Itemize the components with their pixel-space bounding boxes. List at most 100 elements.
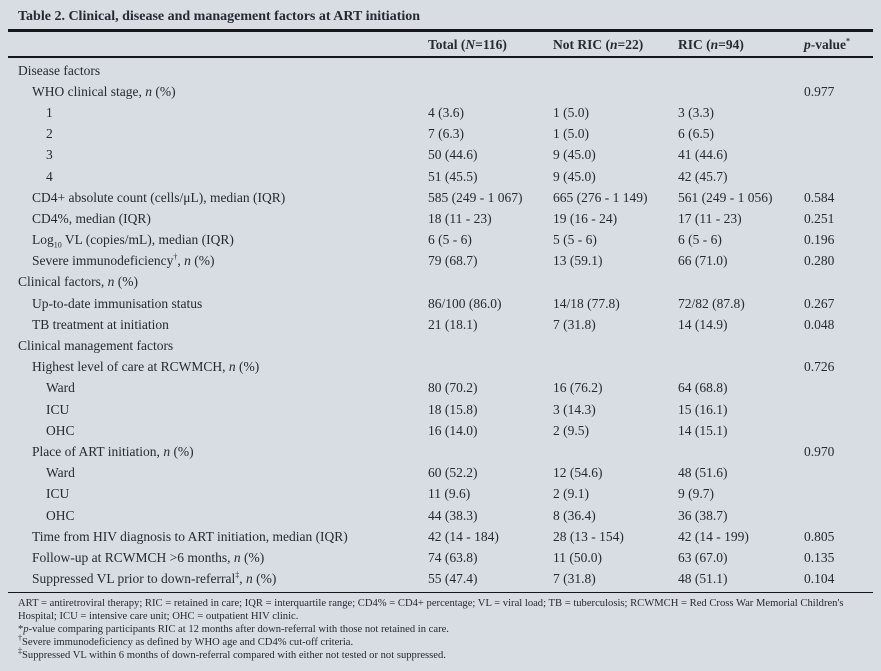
cell-total: 79 (68.7): [428, 253, 478, 269]
cell-total: 11 (9.6): [428, 486, 471, 502]
table-row: Suppressed VL prior to down-referral‡, n…: [8, 569, 873, 590]
cell-p-value: 0.584: [804, 189, 835, 205]
cell-ric: 66 (71.0): [678, 253, 728, 269]
cell-not-ric: 665 (276 - 1 149): [553, 189, 648, 205]
cell-not-ric: 11 (50.0): [553, 549, 602, 565]
table-row: OHC 16 (14.0) 2 (9.5) 14 (15.1): [8, 420, 873, 441]
cell-not-ric: 5 (5 - 6): [553, 232, 597, 248]
cell-ric: 63 (67.0): [678, 549, 728, 565]
cell-total: 60 (52.2): [428, 465, 478, 481]
cell-not-ric: 12 (54.6): [553, 465, 603, 481]
table-row: Severe immunodeficiency†, n (%) 79 (68.7)…: [8, 251, 873, 272]
table-row: Log10 VL (copies/mL), median (IQR) 6 (5 -…: [8, 230, 873, 251]
cell-ric: 14 (14.9): [678, 316, 728, 332]
row-label: Disease factors: [18, 62, 101, 78]
table-row: CD4+ absolute count (cells/μL), median (…: [8, 187, 873, 208]
table-row: WHO clinical stage, n (%) 0.977: [8, 81, 873, 102]
table-row: ICU 18 (15.8) 3 (14.3) 15 (16.1): [8, 399, 873, 420]
cell-total: 21 (18.1): [428, 316, 478, 332]
cell-p-value: 0.104: [804, 571, 835, 587]
cell-total: 7 (6.3): [428, 126, 464, 142]
table-row: 3 50 (44.6) 9 (45.0) 41 (44.6): [8, 145, 873, 166]
cell-p-value: 0.196: [804, 232, 835, 248]
table-row: ICU 11 (9.6) 2 (9.1) 9 (9.7): [8, 484, 873, 505]
table-row: CD4%, median (IQR) 18 (11 - 23) 19 (16 - 2…: [8, 208, 873, 229]
cell-p-value: 0.251: [804, 210, 835, 226]
table-header-row: Total (N=116) Not RIC (n=22) RIC (n=94) …: [8, 32, 873, 58]
row-label: 2: [46, 126, 53, 142]
row-label: Ward: [46, 465, 75, 481]
table-row: Highest level of care at RCWMCH, n (%) 0.…: [8, 357, 873, 378]
cell-p-value: 0.977: [804, 83, 835, 99]
table-row: 1 4 (3.6) 1 (5.0) 3 (3.3): [8, 102, 873, 123]
row-label: Clinical factors, n (%): [18, 274, 138, 290]
row-label: OHC: [46, 507, 75, 523]
cell-not-ric: 9 (45.0): [553, 147, 596, 163]
cell-p-value: 0.280: [804, 253, 835, 269]
table-row: Disease factors: [8, 60, 873, 81]
cell-ric: 42 (45.7): [678, 168, 728, 184]
footnote-line: ‡Suppressed VL within 6 months of down-r…: [18, 646, 446, 661]
cell-ric: 48 (51.1): [678, 571, 728, 587]
cell-p-value: 0.267: [804, 295, 835, 311]
table-row: 4 51 (45.5) 9 (45.0) 42 (45.7): [8, 166, 873, 187]
cell-ric: 9 (9.7): [678, 486, 714, 502]
footnote-line: *p-value comparing participants RIC at 1…: [18, 623, 449, 635]
cell-not-ric: 16 (76.2): [553, 380, 603, 396]
cell-ric: 6 (5 - 6): [678, 232, 722, 248]
row-label: Clinical management factors: [18, 338, 174, 354]
row-label: TB treatment at initiation: [32, 316, 169, 332]
cell-p-value: 0.805: [804, 528, 835, 544]
cell-total: 4 (3.6): [428, 104, 464, 120]
cell-ric: 3 (3.3): [678, 104, 714, 120]
table-row: 2 7 (6.3) 1 (5.0) 6 (6.5): [8, 124, 873, 145]
row-label: 3: [46, 147, 53, 163]
cell-not-ric: 7 (31.8): [553, 571, 596, 587]
row-label: CD4+ absolute count (cells/μL), median (…: [32, 189, 286, 205]
table-body: Disease factors WHO clinical stage, n (%)…: [8, 58, 873, 590]
cell-total: 74 (63.8): [428, 549, 478, 565]
header-total: Total (N=116): [428, 37, 507, 52]
table-row: Clinical factors, n (%): [8, 272, 873, 293]
cell-not-ric: 3 (14.3): [553, 401, 596, 417]
cell-not-ric: 28 (13 - 154): [553, 528, 624, 544]
cell-total: 585 (249 - 1 067): [428, 189, 523, 205]
cell-not-ric: 14/18 (77.8): [553, 295, 620, 311]
row-label: Follow-up at RCWMCH >6 months, n (%): [32, 549, 265, 565]
cell-p-value: 0.135: [804, 549, 835, 565]
table-row: Place of ART initiation, n (%) 0.970: [8, 441, 873, 462]
cell-p-value: 0.048: [804, 316, 835, 332]
header-spacer: [8, 37, 428, 53]
row-label: Up-to-date immunisation status: [32, 295, 203, 311]
cell-ric: 42 (14 - 199): [678, 528, 749, 544]
cell-ric: 561 (249 - 1 056): [678, 189, 773, 205]
cell-total: 44 (38.3): [428, 507, 478, 523]
header-p-value: p-value*: [804, 36, 850, 52]
cell-ric: 6 (6.5): [678, 126, 714, 142]
row-label: Log10 VL (copies/mL), median (IQR): [32, 232, 234, 250]
cell-total: 18 (15.8): [428, 401, 478, 417]
cell-p-value: 0.726: [804, 359, 835, 375]
table-footnotes: ART = antiretroviral therapy; RIC = reta…: [8, 591, 873, 662]
footnote-line: ART = antiretroviral therapy; RIC = reta…: [18, 597, 844, 622]
row-label: Highest level of care at RCWMCH, n (%): [32, 359, 260, 375]
cell-not-ric: 19 (16 - 24): [553, 210, 618, 226]
table-row: OHC 44 (38.3) 8 (36.4) 36 (38.7): [8, 505, 873, 526]
cell-total: 50 (44.6): [428, 147, 478, 163]
row-label: Place of ART initiation, n (%): [32, 443, 194, 459]
footnote-line: †Severe immunodeficiency as defined by W…: [18, 633, 354, 648]
header-not-ric: Not RIC (n=22): [553, 37, 644, 52]
row-label: OHC: [46, 422, 75, 438]
row-label: 1: [46, 104, 53, 120]
table-row: Time from HIV diagnosis to ART initiatio…: [8, 526, 873, 547]
cell-total: 80 (70.2): [428, 380, 478, 396]
table-row: TB treatment at initiation 21 (18.1) 7 (31…: [8, 314, 873, 335]
cell-not-ric: 1 (5.0): [553, 126, 589, 142]
cell-ric: 64 (68.8): [678, 380, 728, 396]
table-row: Ward 60 (52.2) 12 (54.6) 48 (51.6): [8, 463, 873, 484]
cell-total: 42 (14 - 184): [428, 528, 499, 544]
cell-ric: 41 (44.6): [678, 147, 728, 163]
cell-total: 55 (47.4): [428, 571, 478, 587]
table-title: Table 2. Clinical, disease and managemen…: [8, 7, 873, 32]
